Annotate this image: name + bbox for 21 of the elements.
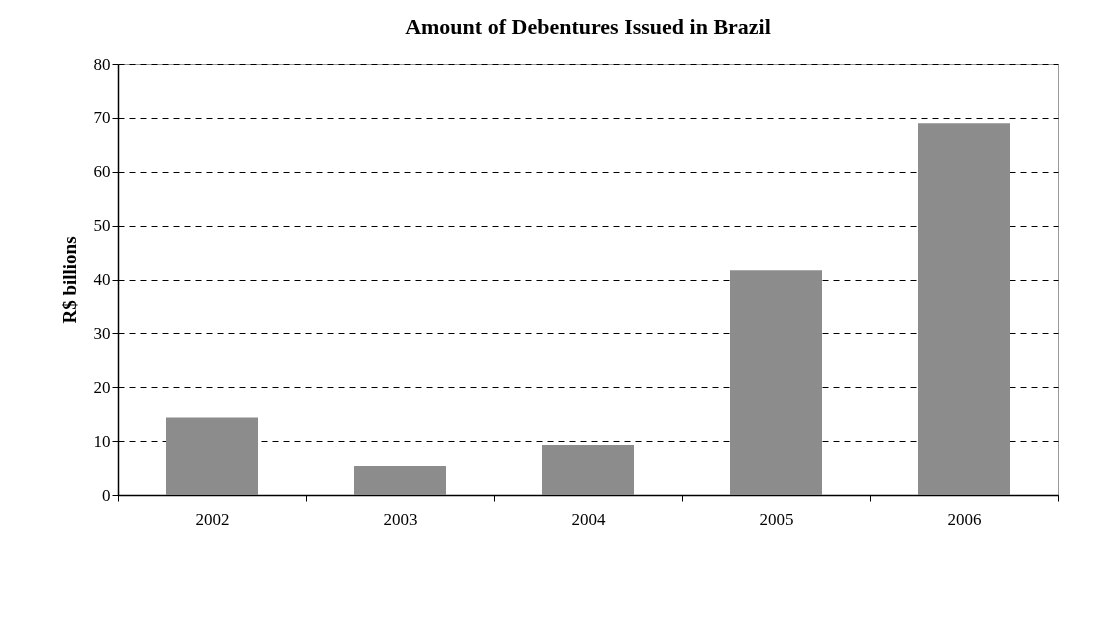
y-tick-label: 50 bbox=[93, 216, 111, 236]
y-tick-label: 0 bbox=[102, 485, 111, 505]
y-axis-title: R$ billions bbox=[58, 236, 80, 324]
y-tick-label: 30 bbox=[93, 323, 111, 343]
x-tick-label: 2006 bbox=[947, 509, 982, 529]
bar bbox=[918, 123, 1010, 495]
bar bbox=[166, 417, 258, 495]
bar bbox=[730, 270, 822, 495]
x-tick-label: 2002 bbox=[195, 509, 230, 529]
x-tick-label: 2003 bbox=[383, 509, 418, 529]
x-tick-label: 2004 bbox=[571, 509, 606, 529]
bar bbox=[542, 444, 634, 495]
y-tick-label: 70 bbox=[93, 108, 111, 128]
y-tick-label: 80 bbox=[93, 54, 111, 74]
y-tick-label: 10 bbox=[93, 431, 111, 451]
bar bbox=[354, 465, 446, 495]
chart-title: Amount of Debentures Issued in Brazil bbox=[405, 14, 771, 39]
y-tick-label: 60 bbox=[93, 162, 111, 182]
y-tick-label: 20 bbox=[93, 377, 111, 397]
y-tick-label: 40 bbox=[93, 270, 111, 289]
x-tick-label: 2005 bbox=[759, 509, 794, 529]
